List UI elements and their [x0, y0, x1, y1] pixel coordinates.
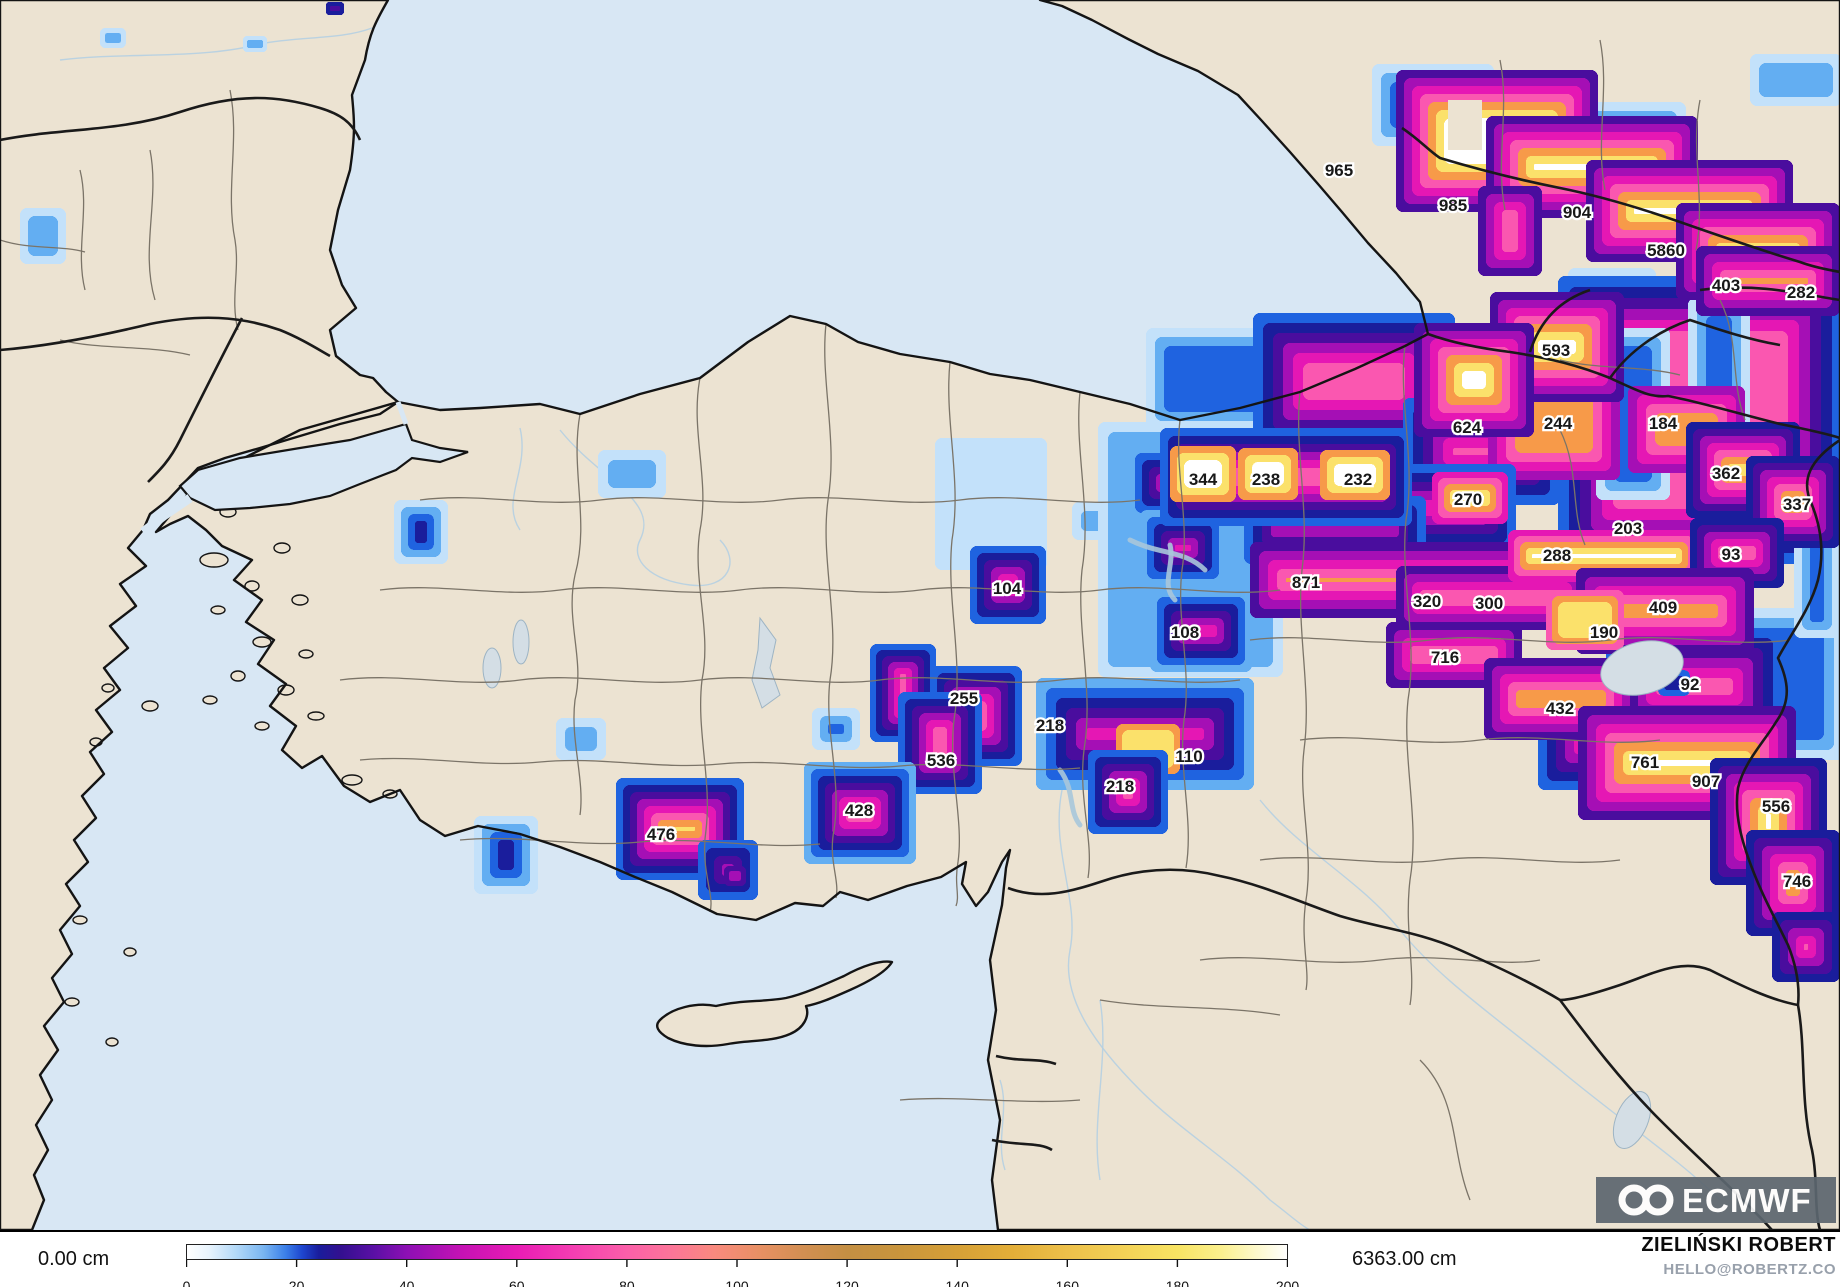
- attribution: ZIELIŃSKI ROBERT HELLO@ROBERTZ.CO: [1641, 1234, 1836, 1278]
- snow-depth-value: 337: [1783, 495, 1811, 514]
- snow-depth-value: 403: [1712, 276, 1740, 295]
- snow-depth-value: 907: [1692, 772, 1720, 791]
- colorbar-min-label: 0.00 cm: [38, 1248, 110, 1270]
- snow-depth-value: 476: [647, 825, 675, 844]
- snow-depth-value: 871: [1292, 573, 1320, 592]
- snow-blob: [1396, 566, 1588, 630]
- snow-blob: [1170, 446, 1236, 502]
- snow-depth-value: 190: [1590, 623, 1618, 642]
- snow-depth-value: 110: [1175, 747, 1202, 766]
- snow-blob: [243, 36, 267, 52]
- snow-blob: [970, 546, 1046, 624]
- province-borders: [0, 39, 1791, 1201]
- colorbar-tick-label: 80: [619, 1278, 635, 1287]
- snow-depth-value: 93: [1722, 545, 1741, 564]
- snow-depth-value: 965: [1325, 161, 1353, 180]
- snow-depth-value: 428: [845, 801, 873, 820]
- snow-depth-value: 344: [1189, 470, 1218, 489]
- snow-blob: [1750, 54, 1840, 106]
- colorbar-gradient: [186, 1244, 1288, 1267]
- snow-blob: [20, 208, 66, 264]
- snow-blob: [394, 500, 448, 564]
- snow-depth-value: 282: [1787, 283, 1815, 302]
- snow-depth-value: 904: [1563, 203, 1592, 222]
- snow-blob: [1432, 472, 1508, 524]
- lakes: [482, 537, 1684, 1149]
- corridor-land-gap: [1448, 100, 1482, 150]
- attribution-email: HELLO@ROBERTZ.CO: [1663, 1261, 1836, 1278]
- snow-depth-value: 238: [1252, 470, 1280, 489]
- snow-blob: [1320, 450, 1390, 500]
- snow-depth-value: 746: [1783, 872, 1811, 891]
- snow-depth-value: 270: [1454, 490, 1482, 509]
- snow-depth-value: 218: [1036, 716, 1064, 735]
- snow-blob: [724, 866, 746, 886]
- colorbar-max-label: 6363.00 cm: [1352, 1248, 1457, 1270]
- snow-blob: [1238, 448, 1298, 500]
- snow-depth-value: 624: [1453, 418, 1482, 437]
- colorbar-tick-label: 20: [288, 1278, 305, 1287]
- snow-blob: [1146, 328, 1278, 430]
- snow-depth-value: 244: [1544, 414, 1573, 433]
- weather-map: 965 985 904 5860 403 282 593 624 244 184 362 337 344…: [0, 0, 1840, 1230]
- snow-depth-value: 203: [1614, 519, 1642, 538]
- snow-depth-value: 536: [927, 751, 955, 770]
- snow-blob: [935, 438, 1047, 570]
- snow-depth-value: 288: [1543, 546, 1571, 565]
- colorbar-tick-label: 120: [835, 1278, 859, 1287]
- coastlines: [0, 0, 1840, 1230]
- snow-blob: [812, 708, 860, 750]
- snow-depth-value: 300: [1475, 594, 1503, 613]
- snow-depth-value: 593: [1542, 341, 1570, 360]
- snow-depth-value: 761: [1631, 753, 1659, 772]
- snow-depth-value: 108: [1171, 623, 1199, 642]
- snow-depth-value: 218: [1106, 777, 1134, 796]
- colorbar: 0 20 40 60 80 100 120 140 160 180 200: [182, 1244, 1299, 1287]
- snow-depth-value: 104: [993, 579, 1022, 598]
- snow-blob: [326, 2, 344, 15]
- snow-depth-value: 232: [1344, 470, 1372, 489]
- snow-depth-value: 255: [950, 689, 978, 708]
- snow-blob: [1150, 590, 1252, 672]
- snow-blob: [556, 718, 606, 760]
- colorbar-tick-label: 160: [1055, 1278, 1079, 1287]
- snow-blob: [1772, 912, 1840, 982]
- attribution-name: ZIELIŃSKI ROBERT: [1641, 1234, 1836, 1256]
- bosphorus-strait: [395, 401, 409, 425]
- snow-blob: [598, 450, 666, 498]
- snow-blob: [1508, 530, 1700, 582]
- colorbar-tick-label: 100: [725, 1278, 749, 1287]
- snow-depth-value: 409: [1649, 598, 1677, 617]
- colorbar-tick-label: 180: [1165, 1278, 1190, 1287]
- colorbar-tick-label: 40: [398, 1278, 415, 1287]
- marmara-sea: [178, 422, 469, 512]
- snow-depth-value: 320: [1413, 592, 1441, 611]
- snow-depth-value: 92: [1681, 675, 1700, 694]
- snow-depth-value: 716: [1431, 648, 1459, 667]
- snow-depth-value: 985: [1439, 196, 1467, 215]
- colorbar-tick-label: 200: [1275, 1278, 1300, 1287]
- colorbar-footer: 0.00 cm 0 20 40 60 80 100 120 140 160 180 200 6363…: [0, 1230, 1840, 1287]
- colorbar-tick-label: 140: [945, 1278, 969, 1287]
- snow-depth-value: 556: [1762, 797, 1790, 816]
- snow-blob: [1088, 750, 1168, 834]
- snow-depth-field: [20, 2, 1840, 982]
- snow-depth-value: 432: [1546, 699, 1574, 718]
- snow-depth-value: 184: [1649, 414, 1678, 433]
- snow-blob: [1478, 186, 1542, 276]
- colorbar-tick-label: 60: [509, 1278, 525, 1287]
- colorbar-tick-label: 0: [182, 1278, 191, 1287]
- country-borders: [0, 96, 1840, 1230]
- snow-depth-labels: 965 985 904 5860 403 282 593 624 244 184 362 337 344…: [645, 159, 1818, 894]
- snow-blob: [100, 28, 126, 48]
- ecmwf-logo: ECMWF: [1596, 1177, 1836, 1223]
- snow-blob: [1546, 590, 1624, 650]
- ecmwf-logo-icon: [1642, 1184, 1674, 1216]
- ecmwf-logo-label: ECMWF: [1682, 1182, 1812, 1219]
- dardanelles-strait: [140, 494, 193, 536]
- snow-depth-value: 362: [1712, 464, 1740, 483]
- snow-depth-value: 5860: [1647, 241, 1685, 260]
